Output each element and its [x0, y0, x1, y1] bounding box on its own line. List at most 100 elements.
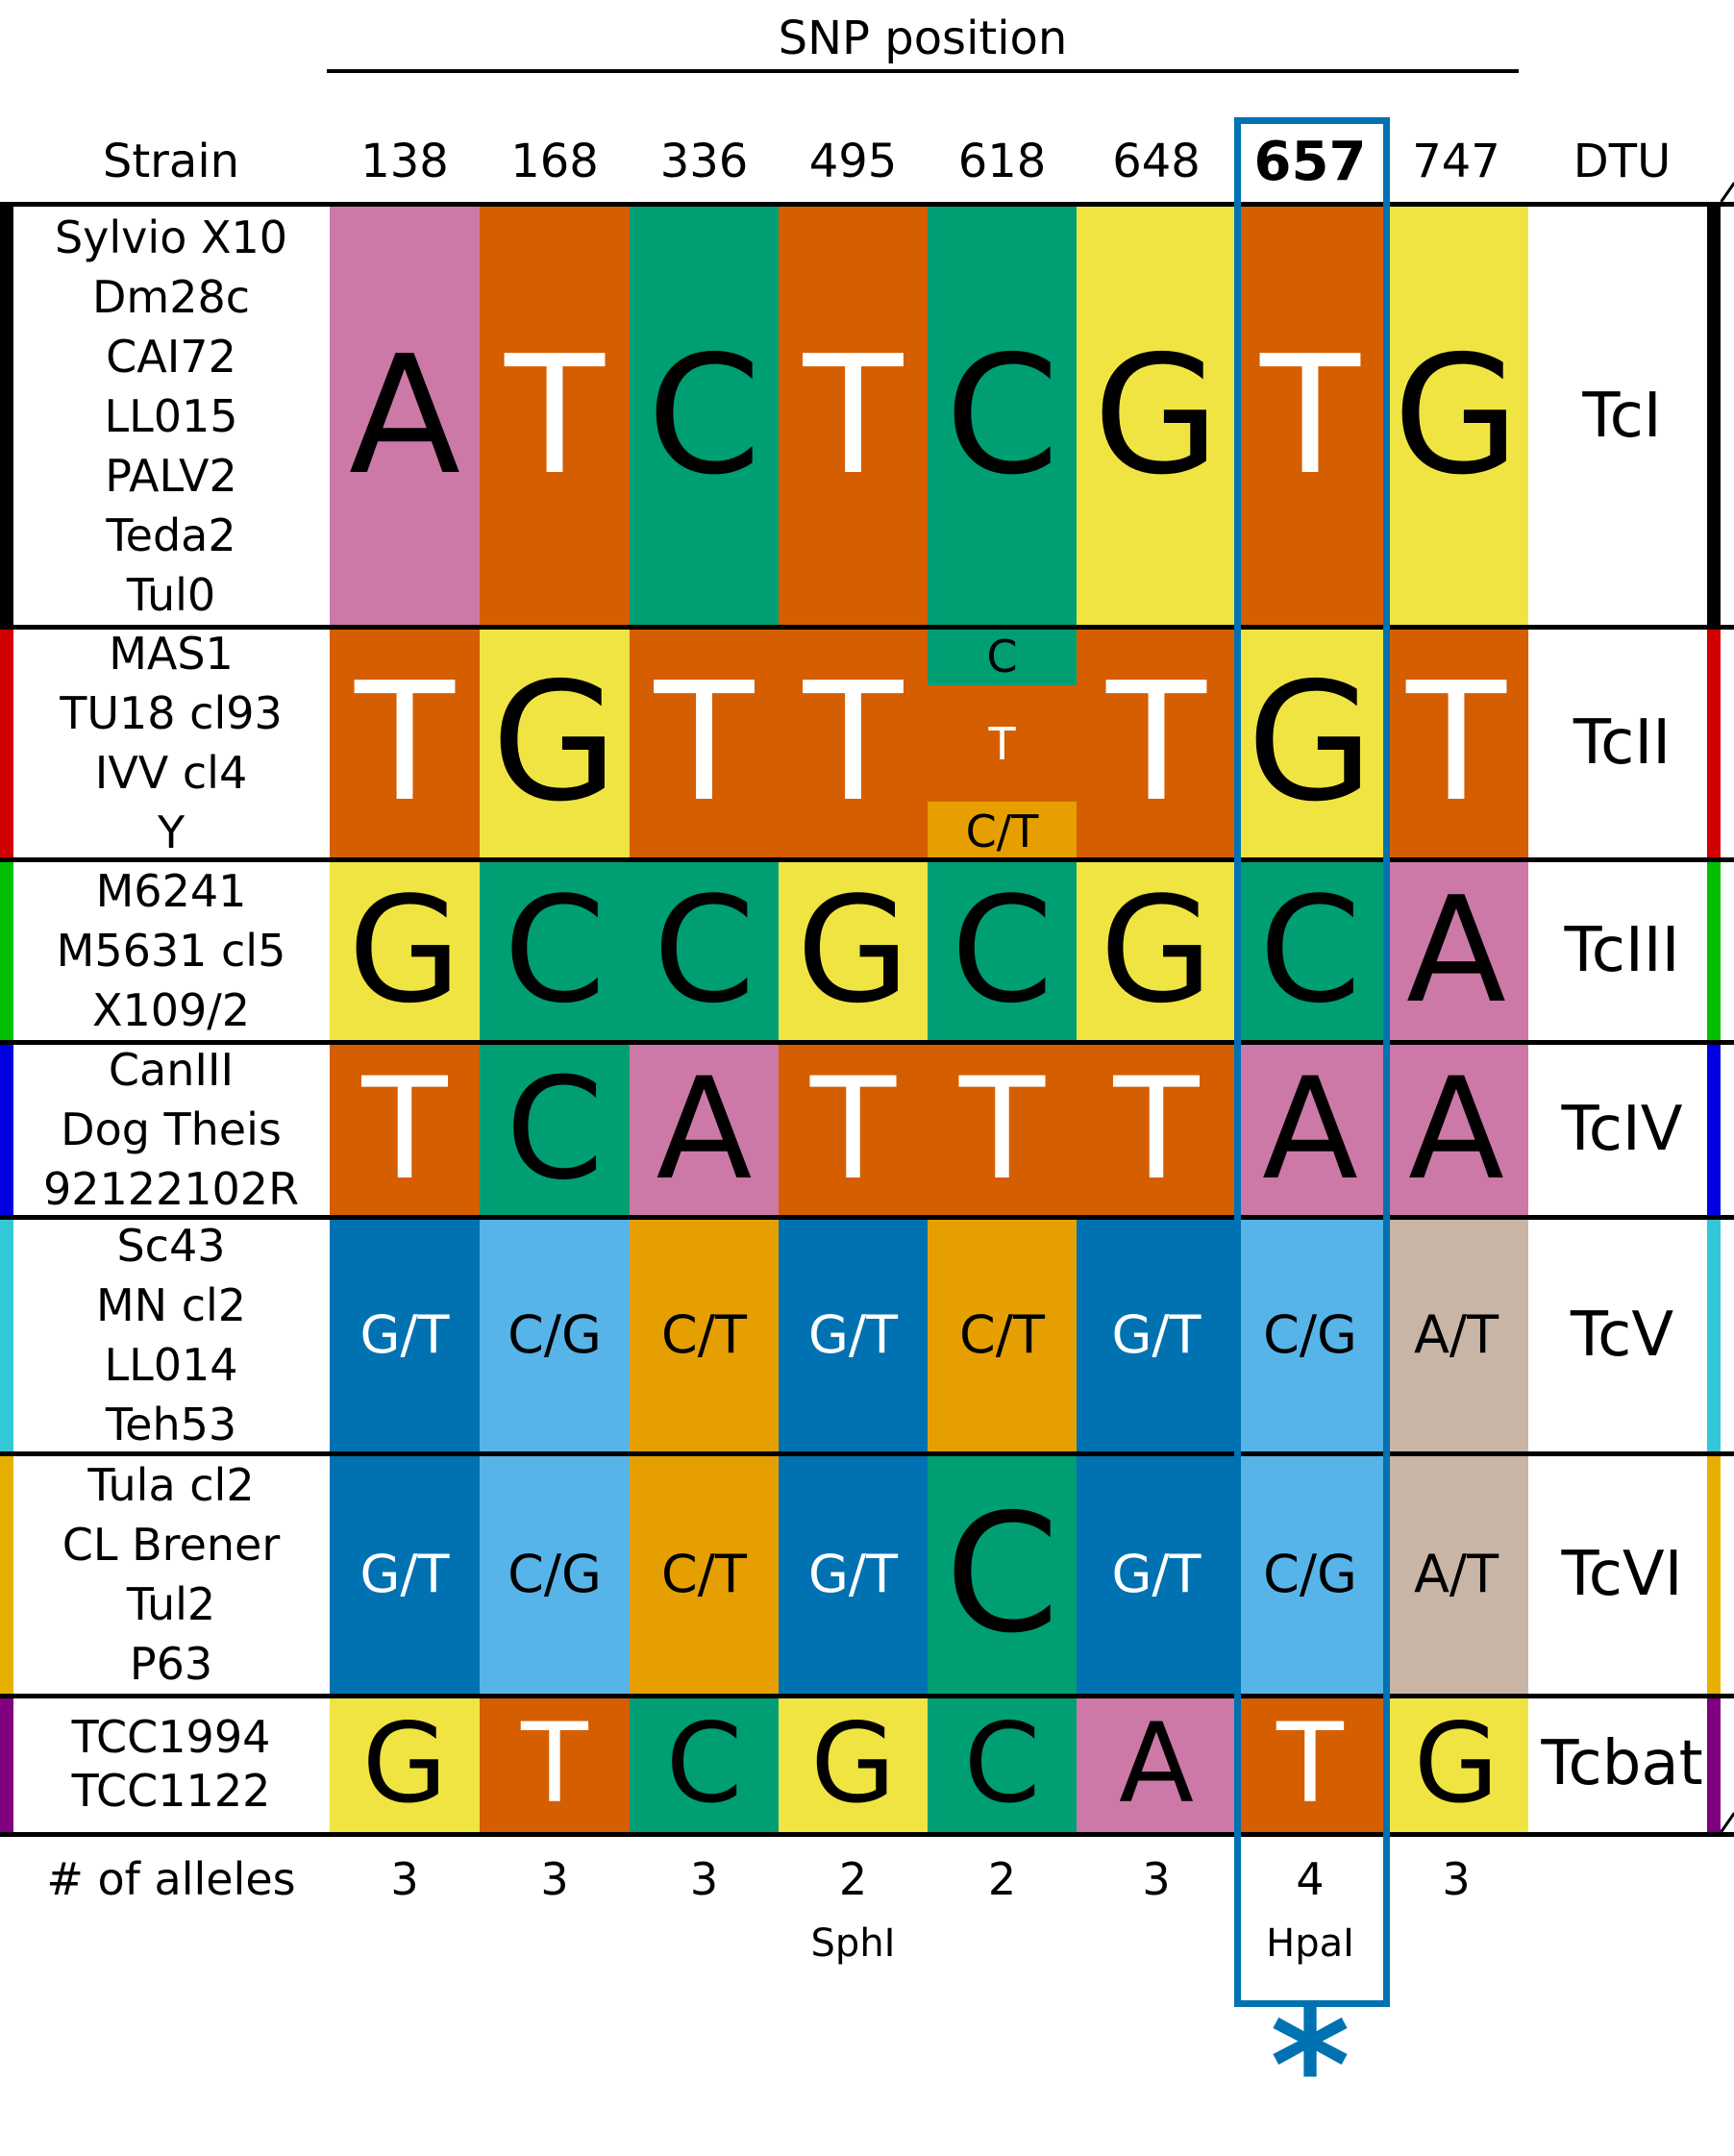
allele-label: T [779, 627, 928, 859]
genotype-cell-336: C/T [630, 1453, 779, 1696]
position-header-747: 747 [1412, 135, 1500, 188]
strain-name: Sylvio X10 [54, 211, 288, 263]
allele-label: T [1384, 627, 1528, 859]
strain-name: LL014 [104, 1339, 238, 1391]
genotype-cell-138: T [330, 1042, 480, 1217]
allele-label: G [1077, 859, 1236, 1042]
allele-label: T [928, 685, 1077, 802]
genotype-cell-336: C [630, 859, 779, 1042]
strain-name: CanIII [108, 1044, 235, 1096]
row-separator [0, 1694, 1734, 1698]
genotype-cell-618: C [928, 1453, 1077, 1696]
row-separator [0, 625, 1734, 630]
genotype-cell-747: T [1384, 627, 1528, 859]
allele-label: G/T [330, 1453, 480, 1696]
allele-count-657: 4 [1296, 1853, 1325, 1905]
row-separator [0, 202, 1734, 207]
allele-label: A [330, 206, 480, 627]
dtu-label: TcIII [1564, 915, 1680, 986]
strain-list: TCC1994 TCC1122 [0, 1696, 342, 1832]
genotype-cell-495: G/T [779, 1217, 928, 1453]
genotype-cell-138: G/T [330, 1217, 480, 1453]
allele-label: A [1236, 1042, 1384, 1217]
genotype-cell-747: A/T [1384, 1217, 1528, 1453]
dtu-color-bar-right [1707, 1453, 1721, 1696]
allele-label: T [779, 206, 928, 627]
strain-name: Teda2 [106, 509, 236, 561]
dtu-color-bar-right [1707, 1042, 1721, 1217]
dtu-label: TcIV [1561, 1094, 1683, 1165]
allele-label: G [330, 859, 480, 1042]
allele-label: T [630, 627, 779, 859]
allele-count-138: 3 [390, 1853, 419, 1905]
strain-name: Dm28c [91, 271, 251, 323]
strain-name: M6241 [95, 865, 247, 917]
strain-name: Tul2 [126, 1578, 216, 1630]
strain-list: M6241 M5631 cl5 X109/2 [0, 859, 342, 1042]
allele-label: C/T [630, 1217, 779, 1453]
allele-count-168: 3 [540, 1853, 569, 1905]
edge-tick [1720, 182, 1734, 203]
genotype-cell-138: T [330, 627, 480, 859]
genotype-cell-336: C/T [630, 1217, 779, 1453]
dtu-color-bar-right [1707, 1696, 1721, 1832]
genotype-cell-495: T [779, 1042, 928, 1217]
allele-label: T [480, 206, 630, 627]
allele-label: A/T [1384, 1453, 1528, 1696]
genotype-cell-747: A [1384, 1042, 1528, 1217]
allele-label: G/T [1077, 1453, 1236, 1696]
allele-label: C/G [480, 1217, 630, 1453]
genotype-cell-618: C/T [928, 1217, 1077, 1453]
genotype-cell-657: C/G [1236, 1453, 1384, 1696]
genotype-cell-168: C/G [480, 1217, 630, 1453]
genotype-cell-657: C/G [1236, 1217, 1384, 1453]
genotype-cell-657: T [1236, 206, 1384, 627]
allele-label: G [779, 859, 928, 1042]
genotype-cell-648: G [1077, 206, 1236, 627]
allele-label: C [928, 859, 1077, 1042]
genotype-cell-168: C [480, 859, 630, 1042]
strain-name: TCC1122 [71, 1765, 271, 1817]
allele-label: G [330, 1696, 480, 1832]
strain-name: Sc43 [116, 1220, 226, 1272]
allele-label: C [630, 206, 779, 627]
strain-name: IVV cl4 [94, 747, 248, 799]
strain-list: Tula cl2 CL Brener Tul2 P63 [0, 1453, 342, 1696]
strain-list: Sylvio X10 Dm28c CAI72 LL015 PALV2 Teda2 Tul0 [0, 206, 342, 627]
enzyme-label-sphi: SphI [810, 1921, 896, 1966]
allele-label: C [928, 1696, 1077, 1832]
dtu-color-bar-left [0, 859, 13, 1042]
strain-name: P63 [129, 1638, 213, 1690]
genotype-cell-495: G/T [779, 1453, 928, 1696]
allele-label: C/T [928, 802, 1077, 859]
strain-name: 92122102R [42, 1163, 300, 1215]
position-header-495: 495 [808, 135, 898, 188]
genotype-cell-495: T [779, 627, 928, 859]
strain-name: TCC1994 [71, 1711, 271, 1763]
row-separator [0, 1832, 1734, 1837]
dtu-label: TcI [1582, 381, 1662, 452]
strain-name: CL Brener [62, 1519, 281, 1571]
dtu-color-bar-left [0, 206, 13, 627]
genotype-cell-138: G/T [330, 1453, 480, 1696]
row-separator [0, 857, 1734, 862]
allele-label: C [480, 859, 630, 1042]
dtu-color-bar-right [1707, 859, 1721, 1042]
strain-name: Tul0 [126, 569, 216, 621]
row-separator [0, 1040, 1734, 1045]
genotype-cell-648: G/T [1077, 1217, 1236, 1453]
allele-label: C/G [1236, 1217, 1384, 1453]
genotype-cell-657: A [1236, 1042, 1384, 1217]
strain-list: CanIII Dog Theis 92122102R [0, 1042, 342, 1217]
genotype-cell-336: C [630, 206, 779, 627]
genotype-cell-168: T [480, 1696, 630, 1832]
allele-label: G [1384, 206, 1528, 627]
dtu-color-bar-left [0, 1042, 13, 1217]
position-header-657: 657 [1253, 130, 1367, 193]
strain-name: Dog Theis [61, 1103, 282, 1155]
row-separator [0, 1451, 1734, 1456]
allele-label: G/T [779, 1217, 928, 1453]
allele-label: T [1236, 206, 1384, 627]
strain-name: LL015 [104, 390, 238, 442]
